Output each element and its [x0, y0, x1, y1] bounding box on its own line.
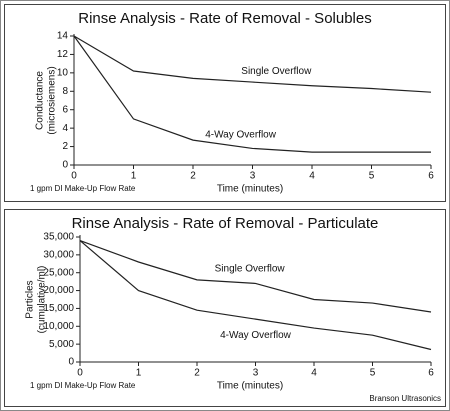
y-axis-label: Particles: [25, 280, 36, 318]
chart-title: Rinse Analysis - Rate of Removal - Solub…: [78, 10, 371, 27]
x-tick-label: 1: [136, 368, 142, 379]
series-label: Single Overflow: [241, 66, 312, 77]
x-axis-label: Time (minutes): [217, 381, 283, 392]
x-tick-label: 2: [190, 171, 196, 182]
y-tick-label: 15,000: [43, 303, 74, 314]
panel: [4, 4, 446, 202]
x-tick-label: 6: [428, 368, 434, 379]
series-label: 4-Way Overflow: [220, 330, 292, 341]
y-tick-label: 2: [62, 141, 68, 152]
y-tick-label: 8: [62, 86, 68, 97]
x-tick-label: 4: [309, 171, 315, 182]
x-tick-label: 4: [311, 368, 317, 379]
x-tick-label: 2: [194, 368, 200, 379]
y-tick-label: 10: [57, 67, 69, 78]
y-axis-label: (microsiemens): [47, 66, 58, 134]
x-tick-label: 3: [250, 171, 256, 182]
x-tick-label: 0: [77, 368, 83, 379]
y-tick-label: 30,000: [43, 249, 74, 260]
y-tick-label: 10,000: [43, 321, 74, 332]
chart-title: Rinse Analysis - Rate of Removal - Parti…: [72, 215, 379, 232]
panel: [4, 209, 446, 407]
series-label: Single Overflow: [215, 264, 286, 275]
y-tick-label: 20,000: [43, 285, 74, 296]
y-tick-label: 25,000: [43, 267, 74, 278]
x-tick-label: 5: [369, 171, 375, 182]
y-axis-label: (cumulative/ml): [37, 266, 48, 334]
y-tick-label: 35,000: [43, 232, 74, 243]
x-axis-label: Time (minutes): [217, 184, 283, 195]
y-axis-label: Conductance: [35, 71, 46, 130]
annotation: 1 gpm DI Make-Up Flow Rate: [30, 381, 136, 390]
y-tick-label: 6: [62, 104, 68, 115]
y-tick-label: 0: [62, 160, 68, 171]
y-tick-label: 0: [68, 357, 74, 368]
x-tick-label: 1: [131, 171, 137, 182]
series-label: 4-Way Overflow: [205, 129, 277, 140]
series-line: [79, 240, 432, 351]
series-line: [73, 35, 432, 93]
y-tick-label: 5,000: [49, 339, 74, 350]
x-tick-label: 5: [370, 368, 376, 379]
series-line: [79, 240, 432, 313]
series-line: [73, 35, 431, 153]
annotation: Branson Ultrasonics: [369, 394, 441, 403]
y-tick-label: 14: [57, 31, 69, 42]
x-tick-label: 6: [428, 171, 434, 182]
x-tick-label: 3: [253, 368, 259, 379]
y-tick-label: 12: [57, 49, 69, 60]
annotation: 1 gpm DI Make-Up Flow Rate: [30, 184, 136, 193]
x-tick-label: 0: [71, 171, 77, 182]
y-tick-label: 4: [62, 123, 68, 134]
